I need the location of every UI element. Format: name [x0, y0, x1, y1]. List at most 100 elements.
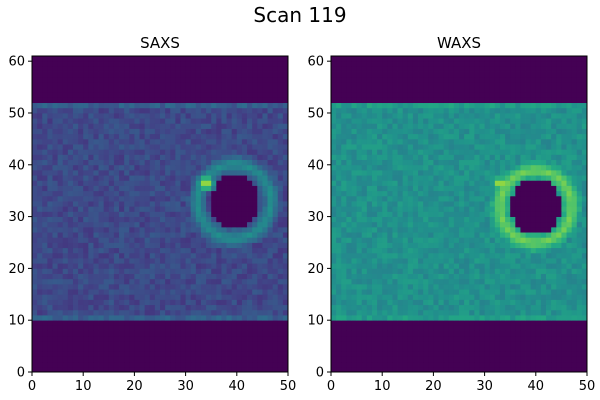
heatmap-cell — [412, 216, 419, 223]
heatmap-cell — [216, 226, 222, 233]
heatmap-cell — [433, 294, 439, 300]
heatmap-cell — [160, 247, 166, 254]
heatmap-cell — [361, 201, 368, 207]
heatmap-cell — [139, 335, 146, 342]
heatmap-cell — [113, 128, 120, 135]
heatmap-cell — [139, 268, 146, 274]
heatmap-cell — [351, 340, 357, 347]
heatmap-cell — [37, 201, 43, 207]
heatmap-cell — [356, 330, 363, 337]
heatmap-cell — [88, 346, 94, 352]
heatmap-cell — [98, 335, 105, 342]
heatmap-cell — [98, 195, 105, 202]
heatmap-cell — [103, 247, 110, 254]
heatmap-cell — [448, 206, 455, 212]
heatmap-cell — [62, 87, 69, 93]
heatmap-cell — [216, 325, 222, 331]
heatmap-cell — [211, 185, 217, 192]
heatmap-cell — [540, 278, 547, 285]
heatmap-cell — [175, 330, 181, 337]
heatmap-cell — [377, 335, 383, 342]
heatmap-cell — [124, 81, 130, 88]
heatmap-cell — [433, 361, 439, 368]
heatmap-cell — [428, 232, 434, 238]
heatmap-cell — [361, 325, 368, 331]
heatmap-cell — [221, 252, 227, 259]
heatmap-cell — [571, 190, 578, 197]
heatmap-cell — [206, 159, 212, 166]
heatmap-cell — [247, 112, 253, 119]
heatmap-cell — [356, 351, 363, 357]
heatmap-cell — [200, 61, 207, 67]
heatmap-cell — [571, 242, 578, 249]
heatmap-cell — [78, 263, 84, 269]
heatmap-cell — [236, 169, 243, 176]
heatmap-cell — [113, 159, 120, 166]
heatmap-cell — [180, 61, 186, 67]
heatmap-cell — [144, 356, 151, 363]
heatmap-cell — [484, 206, 491, 212]
heatmap-cell — [402, 278, 409, 285]
heatmap-cell — [530, 299, 537, 306]
heatmap-cell — [211, 128, 217, 135]
heatmap-cell — [459, 278, 465, 285]
heatmap-cell — [267, 263, 274, 269]
heatmap-cell — [144, 335, 151, 342]
heatmap-cell — [165, 340, 171, 347]
heatmap-cell — [515, 320, 521, 326]
heatmap-cell — [93, 180, 99, 186]
heatmap-cell — [474, 252, 480, 259]
heatmap-cell — [576, 180, 583, 186]
heatmap-cell — [346, 325, 352, 331]
heatmap-cell — [211, 304, 217, 311]
heatmap-cell — [267, 315, 274, 321]
heatmap-cell — [489, 190, 496, 197]
heatmap-cell — [277, 216, 284, 223]
heatmap-cell — [78, 159, 84, 166]
heatmap-cell — [341, 175, 347, 181]
heatmap-cell — [47, 81, 53, 88]
heatmap-cell — [474, 366, 480, 373]
heatmap-cell — [252, 144, 258, 150]
heatmap-cell — [515, 283, 521, 290]
heatmap-cell — [190, 61, 197, 67]
heatmap-cell — [190, 190, 197, 197]
heatmap-cell — [366, 211, 373, 217]
heatmap-cell — [262, 195, 268, 202]
heatmap-cell — [93, 268, 99, 274]
heatmap-cell — [494, 320, 501, 326]
heatmap-cell — [103, 56, 110, 62]
heatmap-cell — [160, 195, 166, 202]
heatmap-cell — [520, 175, 526, 181]
heatmap-cell — [277, 309, 284, 316]
heatmap-cell — [484, 346, 491, 352]
heatmap-cell — [83, 366, 89, 373]
heatmap-cell — [371, 366, 378, 373]
heatmap-cell — [252, 61, 258, 67]
heatmap-cell — [170, 102, 176, 109]
heatmap-cell — [113, 190, 120, 197]
heatmap-cell — [392, 232, 398, 238]
heatmap-cell — [119, 283, 125, 290]
heatmap-cell — [42, 112, 48, 119]
heatmap-cell — [469, 190, 475, 197]
heatmap-cell — [108, 320, 115, 326]
heatmap-cell — [206, 346, 212, 352]
heatmap-cell — [134, 138, 140, 145]
heatmap-cell — [103, 92, 110, 98]
heatmap-cell — [134, 154, 140, 161]
heatmap-cell — [546, 304, 552, 311]
heatmap-cell — [412, 356, 419, 363]
heatmap-cell — [515, 258, 521, 264]
heatmap-cell — [423, 185, 429, 192]
heatmap-cell — [185, 283, 192, 290]
heatmap-cell — [57, 283, 64, 290]
heatmap-cell — [93, 273, 99, 280]
heatmap-cell — [336, 340, 342, 347]
heatmap-cell — [175, 144, 181, 150]
heatmap-cell — [546, 263, 552, 269]
heatmap-cell — [556, 201, 562, 207]
heatmap-cell — [165, 237, 171, 243]
heatmap-cell — [47, 112, 53, 119]
heatmap-cell — [154, 123, 161, 129]
